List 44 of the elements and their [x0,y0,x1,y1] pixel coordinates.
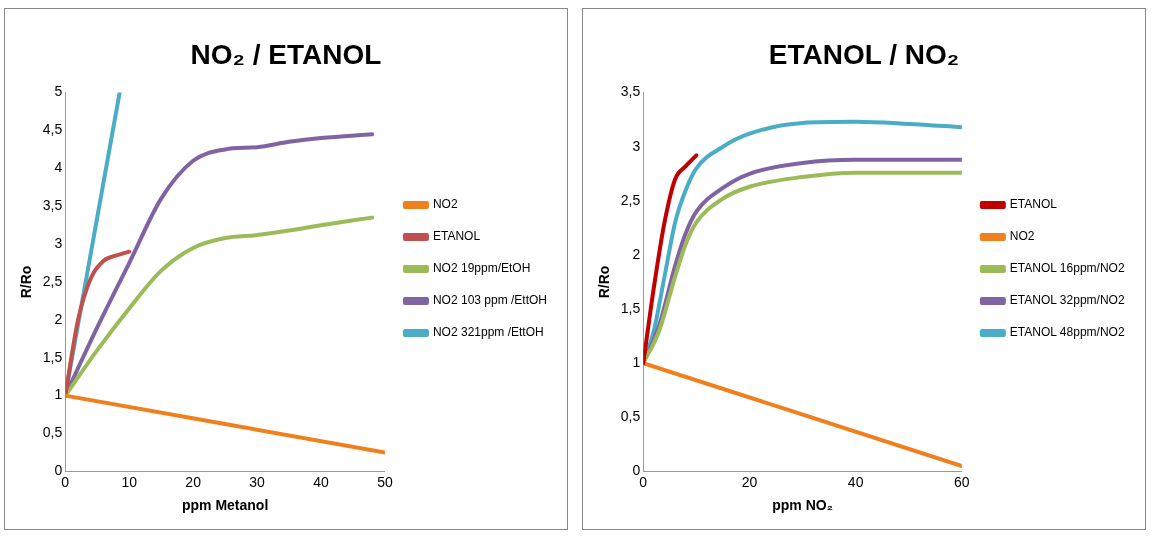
y-axis-title: R/Ro [18,265,35,299]
legend-label: ETANOL [1009,197,1058,212]
x-tick-label: 50 [377,473,393,490]
y-tick-label: 5 [54,83,63,100]
y-tick-label: 3,5 [620,83,641,100]
x-tick-label: 40 [847,473,864,490]
legend-label: ETANOL [432,229,481,244]
y-tick-label: 2 [632,245,641,262]
y-tick-label: 1,5 [620,299,641,316]
y-tick-label: 0,5 [42,424,63,441]
legend-label: ETANOL 32ppm/NO2 [1009,293,1125,308]
y-tick-label: 0 [54,462,63,479]
x-tick-label: 30 [249,473,266,490]
x-tick-label: 20 [741,473,758,490]
x-tick-label: 60 [954,473,970,490]
x-axis-title: ppm NO₂ [772,497,833,514]
legend-label: ETANOL 16ppm/NO2 [1009,261,1125,276]
y-tick-label: 2 [54,310,63,327]
line-series [643,153,699,366]
y-tick-label: 1,5 [42,348,63,365]
x-tick-label: 40 [313,473,330,490]
y-tick-label: 0,5 [620,408,641,425]
y-axis-title: R/Ro [596,265,613,299]
legend-label: NO2 321ppm /EttOH [432,325,544,340]
x-axis-title: ppm Metanol [181,497,269,514]
y-tick-label: 1 [632,354,641,371]
y-tick-label: 4,5 [42,121,63,138]
y-tick-label: 2,5 [42,272,63,289]
legend-label: NO2 103 ppm /EttOH [432,293,547,308]
y-tick-label: 2,5 [620,191,641,208]
y-tick-label: 3 [632,137,641,154]
legend-label: ETANOL 48ppm/NO2 [1009,325,1125,340]
legend-label: NO2 19ppm/EtOH [432,261,531,276]
x-tick-label: 10 [121,473,138,490]
x-tick-label: 20 [185,473,202,490]
y-tick-label: 1 [54,386,63,403]
y-tick-label: 3 [54,234,63,251]
y-tick-label: 3,5 [42,197,63,214]
legend-label: NO2 [432,197,458,212]
y-tick-label: 0 [632,462,641,479]
chart-title: NO₂ / ETANOL [190,38,382,70]
chart-title: ETANOL / NO₂ [768,38,960,70]
legend-label: NO2 [1009,229,1035,244]
y-tick-label: 4 [54,159,63,176]
